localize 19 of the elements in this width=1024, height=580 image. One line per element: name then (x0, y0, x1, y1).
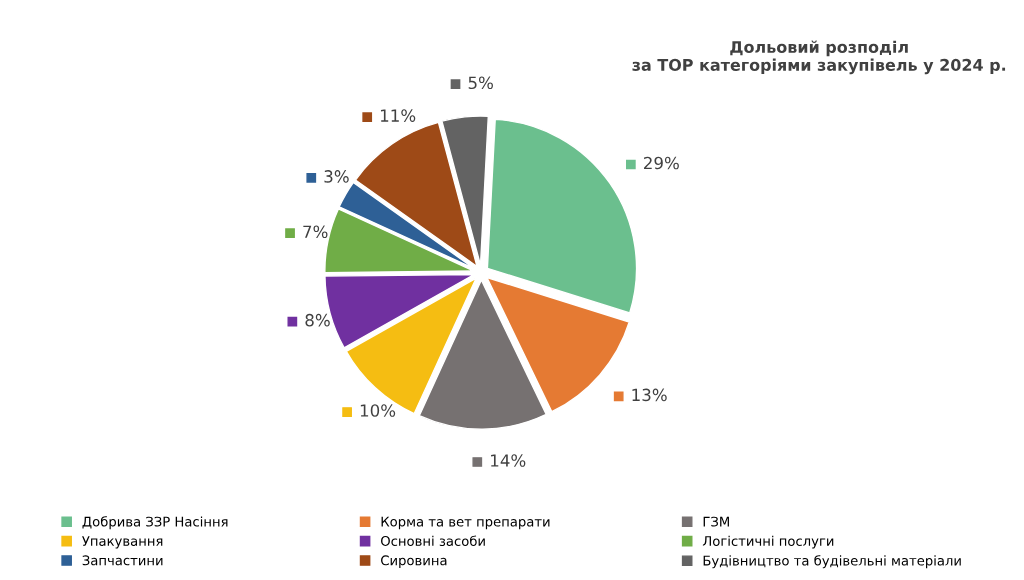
data-label: 10% (360, 404, 396, 417)
legend-label: Упакування (82, 536, 163, 549)
legend-label: Логістичні послуги (702, 535, 834, 549)
legend-label: Основні засоби (381, 535, 485, 546)
legend-label: Сировина (381, 555, 447, 568)
data-label: 8% (305, 313, 330, 327)
data-label: 14% (491, 454, 526, 467)
data-label: 5% (468, 76, 493, 90)
legend-label: Будівництво та будівельні матеріали (703, 555, 961, 569)
data-label: 13% (632, 388, 667, 402)
chart-title: Дольовий розподіл за TOP категоріями закупівель у 2024 р. (632, 40, 1006, 75)
data-label: 29% (644, 156, 679, 170)
legend-label: Запчастини (82, 555, 163, 566)
data-label: 3% (324, 170, 349, 183)
data-label: 7% (303, 225, 328, 239)
legend-label: Корма та вет препарати (381, 516, 550, 530)
data-label: 11% (380, 109, 416, 122)
legend-label: ГЗМ (703, 516, 729, 527)
legend-label: Добрива ЗЗР Насіння (82, 516, 228, 530)
